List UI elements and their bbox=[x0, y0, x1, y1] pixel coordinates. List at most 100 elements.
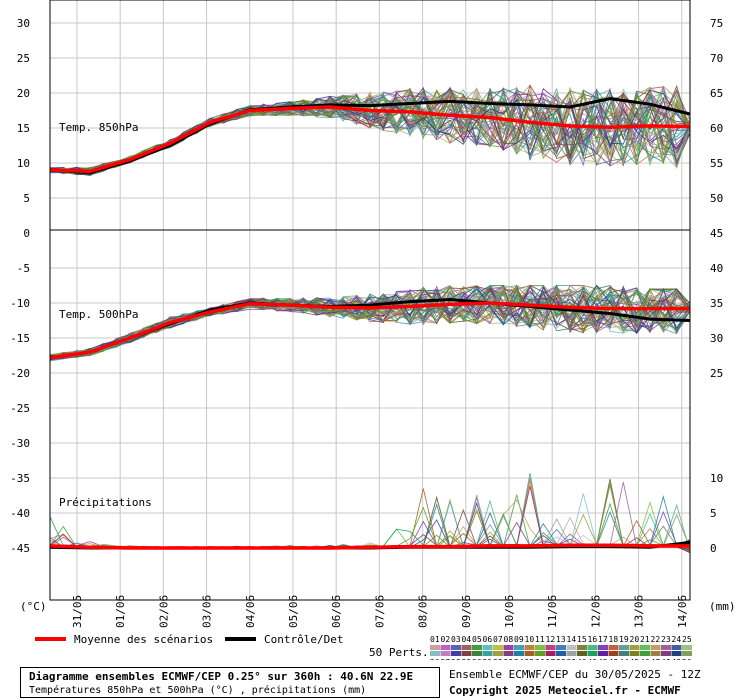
pert-swatch bbox=[493, 651, 503, 656]
left-tick-label: 0 bbox=[23, 227, 30, 240]
pert-swatch bbox=[451, 651, 461, 656]
left-tick-label: 20 bbox=[17, 87, 30, 100]
x-tick-label: 03/06 bbox=[201, 595, 214, 628]
perturbation-line bbox=[49, 508, 691, 549]
pert-swatch bbox=[661, 645, 671, 650]
legend-mean-label: Moyenne des scénarios bbox=[74, 633, 213, 646]
pert-swatch bbox=[440, 651, 451, 656]
pert-number: 32 bbox=[493, 658, 503, 660]
left-tick-label: 30 bbox=[17, 17, 30, 30]
pert-swatch bbox=[671, 651, 682, 656]
perturbation-color-legend: 01 26 02 27 03 28 04 29 05 30 06 31 07 32 08 33 09 34 10 35… bbox=[430, 635, 692, 667]
pert-swatch bbox=[577, 645, 587, 650]
pert-swatch bbox=[619, 651, 629, 656]
pert-number: 50 bbox=[682, 658, 692, 660]
left-tick-label: 5 bbox=[23, 192, 30, 205]
pert-swatch bbox=[629, 651, 640, 656]
left-tick-label: -20 bbox=[10, 367, 30, 380]
left-tick-label: -15 bbox=[10, 332, 30, 345]
perturbation-line bbox=[49, 87, 691, 174]
right-tick-label: 70 bbox=[710, 52, 723, 65]
pert-swatch bbox=[440, 645, 451, 650]
pert-swatch bbox=[682, 651, 692, 656]
left-tick-label: -5 bbox=[17, 262, 30, 275]
pert-swatch bbox=[577, 651, 587, 656]
x-tick-label: 12/06 bbox=[589, 595, 602, 628]
right-tick-label: 50 bbox=[710, 192, 723, 205]
pert-number: 22 bbox=[651, 635, 661, 644]
pert-swatch bbox=[619, 645, 629, 650]
pert-number: 09 bbox=[514, 635, 524, 644]
mean-line bbox=[49, 105, 691, 174]
pert-swatch bbox=[430, 651, 440, 656]
pert-swatch bbox=[514, 645, 524, 650]
right-tick-label: 45 bbox=[710, 227, 723, 240]
right-tick-label: 10 bbox=[710, 472, 723, 485]
pert-swatch bbox=[598, 651, 608, 656]
pert-number: 29 bbox=[462, 658, 472, 660]
pert-number: 23 bbox=[661, 635, 671, 644]
pert-number: 02 bbox=[441, 635, 451, 644]
pert-swatch bbox=[640, 645, 650, 650]
pert-swatch bbox=[556, 651, 566, 656]
pert-number: 36 bbox=[535, 658, 545, 660]
right-tick-label: 0 bbox=[710, 542, 717, 555]
x-tick-label: 13/06 bbox=[633, 595, 646, 628]
pert-swatch bbox=[545, 651, 556, 656]
right-tick-label: 35 bbox=[710, 297, 723, 310]
x-tick-label: 02/06 bbox=[157, 595, 170, 628]
pert-number: 25 bbox=[682, 635, 692, 644]
pert-number: 47 bbox=[651, 658, 661, 660]
pert-number: 48 bbox=[661, 658, 671, 660]
perturbation-line bbox=[49, 500, 691, 549]
pert-number: 08 bbox=[504, 635, 514, 644]
pert-number: 14 bbox=[567, 635, 577, 644]
pert-swatch bbox=[535, 645, 545, 650]
right-tick-label: 25 bbox=[710, 367, 723, 380]
pert-swatch bbox=[640, 651, 650, 656]
pert-number: 41 bbox=[588, 658, 598, 660]
pert-number: 43 bbox=[609, 658, 619, 660]
right-tick-label: 30 bbox=[710, 332, 723, 345]
perturbation-line bbox=[49, 473, 691, 549]
pert-number: 03 bbox=[451, 635, 461, 644]
pert-swatch bbox=[629, 645, 640, 650]
pert-number: 15 bbox=[577, 635, 587, 644]
mean-line bbox=[49, 301, 690, 360]
pert-number: 19 bbox=[619, 635, 629, 644]
legend-control-label: Contrôle/Det bbox=[264, 633, 343, 646]
left-unit: (°C) bbox=[20, 600, 47, 613]
pert-number: 35 bbox=[525, 658, 535, 660]
pert-number: 01 bbox=[430, 635, 440, 644]
perturbation-line bbox=[49, 284, 691, 361]
right-tick-label: 55 bbox=[710, 157, 723, 170]
pert-swatch bbox=[461, 645, 472, 650]
pert-swatch bbox=[661, 651, 671, 656]
left-tick-label: 10 bbox=[17, 157, 30, 170]
pert-swatch bbox=[503, 645, 514, 650]
pert-swatch bbox=[587, 645, 598, 650]
pert-swatch bbox=[650, 645, 661, 650]
pert-number: 13 bbox=[556, 635, 566, 644]
pert-number: 46 bbox=[640, 658, 650, 660]
pert-number: 16 bbox=[588, 635, 598, 644]
x-tick-label: 04/06 bbox=[244, 595, 257, 628]
left-tick-label: 25 bbox=[17, 52, 30, 65]
footer-title: Diagramme ensembles ECMWF/CEP 0.25° sur … bbox=[29, 670, 414, 683]
pert-swatch bbox=[682, 645, 692, 650]
x-tick-label: 11/06 bbox=[546, 595, 559, 628]
right-tick-label: 60 bbox=[710, 122, 723, 135]
plot-border bbox=[49, 0, 691, 601]
left-tick-label: -40 bbox=[10, 507, 30, 520]
footer-subtitle: Températures 850hPa et 500hPa (°C) , pré… bbox=[29, 685, 367, 696]
perturbation-line bbox=[49, 501, 691, 549]
legend-perts-label: 50 Perts. bbox=[369, 646, 429, 659]
pert-swatch bbox=[671, 645, 682, 650]
pert-number: 04 bbox=[462, 635, 472, 644]
pert-swatch bbox=[650, 651, 661, 656]
right-tick-label: 40 bbox=[710, 262, 723, 275]
panel-label-precip: Précipitations bbox=[59, 496, 152, 509]
pert-swatch bbox=[493, 645, 503, 650]
pert-number: 26 bbox=[430, 658, 440, 660]
pert-number: 49 bbox=[672, 658, 682, 660]
